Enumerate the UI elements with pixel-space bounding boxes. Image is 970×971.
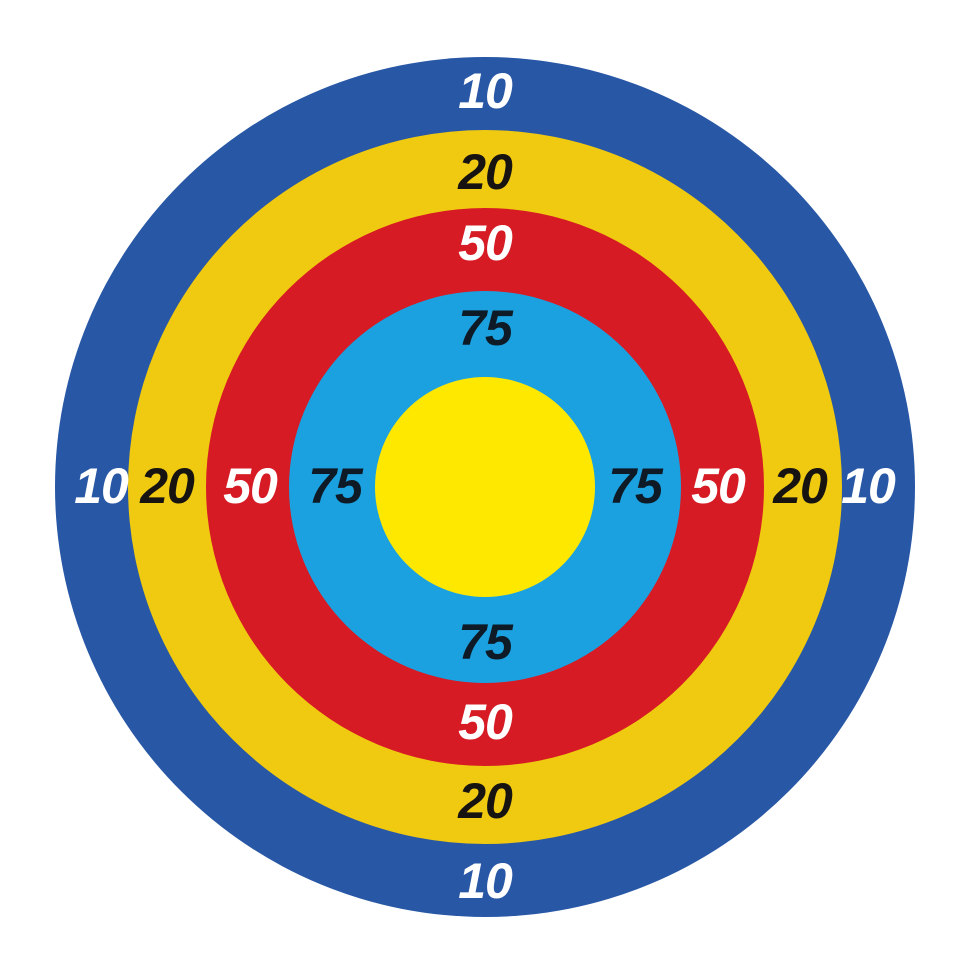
score-label-50-bottom: 50 (458, 694, 513, 750)
score-label-10-left: 10 (74, 458, 129, 514)
score-label-10-right: 10 (841, 458, 896, 514)
score-label-10-top: 10 (458, 63, 513, 119)
score-label-20-right: 20 (773, 458, 828, 514)
score-label-75-left: 75 (308, 458, 363, 514)
score-label-75-top: 75 (458, 300, 513, 356)
score-label-50-top: 50 (458, 215, 513, 271)
score-label-20-bottom: 20 (458, 773, 513, 829)
score-label-75-bottom: 75 (458, 614, 513, 670)
score-label-10-bottom: 10 (458, 853, 513, 909)
score-label-20-top: 20 (458, 144, 513, 200)
score-label-20-left: 20 (140, 458, 195, 514)
score-label-50-right: 50 (691, 458, 746, 514)
score-label-75-right: 75 (608, 458, 663, 514)
bullseye (375, 377, 595, 597)
score-label-50-left: 50 (223, 458, 278, 514)
